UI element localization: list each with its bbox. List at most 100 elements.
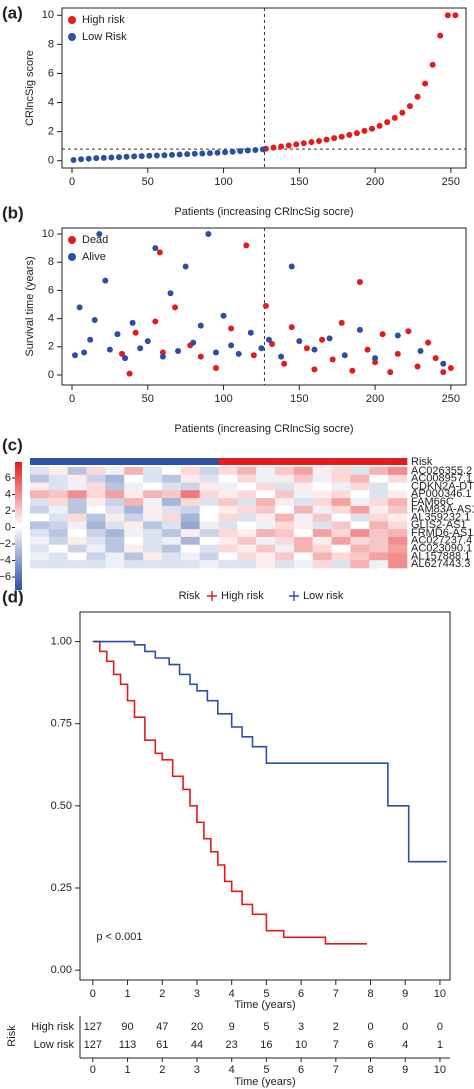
heat-cell [237,529,257,538]
point [152,318,159,325]
point [356,278,363,285]
heat-cell [388,467,408,476]
point [93,155,100,162]
heat-cell [256,474,276,483]
heat-cell [30,498,50,507]
point [417,348,424,355]
heat-cell [350,474,370,483]
x-axis-title: Patients (increasing CRlncSig socre) [174,206,353,218]
colorbar-label: 4 [5,488,11,500]
heat-cell [48,536,68,545]
x-tick-label: 100 [214,393,232,405]
row-label: FRMD6-AS1 [411,527,473,539]
heat-cell [199,536,219,545]
x-tick-label: 1 [124,988,130,1000]
point [372,355,379,362]
heat-cell [180,529,200,538]
heat-cell [312,544,332,553]
heat-cell [124,552,144,561]
table-value: 127 [84,1039,102,1051]
point [144,338,151,345]
table-value: 5 [263,1021,269,1033]
table-x-tick-label: 9 [402,1064,408,1076]
heat-cell [350,490,370,499]
x-tick-label: 0 [69,176,75,188]
heat-cell [369,490,389,499]
point [285,142,292,149]
heat-cell [180,505,200,514]
heat-cell [293,474,314,483]
panel-label: (c) [2,435,23,454]
heat-cell [293,560,314,569]
point [258,345,265,352]
panel-label: (b) [2,203,24,222]
row-label: AC023090.1 [411,542,472,554]
x-tick-label: 100 [214,176,232,188]
legend-marker [68,16,76,24]
heat-cell [67,536,87,545]
heat-cell [48,498,68,507]
heat-cell [312,560,332,569]
point [214,149,221,156]
heat-cell [369,544,389,553]
heat-cell [86,521,106,530]
table-value: 9 [229,1021,235,1033]
heat-cell [350,513,370,522]
point [108,154,115,161]
risk-bar-cell [86,458,106,465]
x-tick-label: 4 [229,988,235,1000]
point [361,127,368,134]
heat-cell [275,521,295,530]
heat-cell [143,505,163,514]
point [184,151,191,158]
heat-cell [369,536,389,545]
heat-cell [218,482,238,491]
heat-cell [312,505,332,514]
heat-cell [161,521,182,530]
heat-cell [161,560,182,569]
heat-cell [275,560,295,569]
heat-cell [256,552,276,561]
point [331,135,338,142]
heat-cell [105,490,125,499]
x-tick-label: 5 [263,988,269,1000]
point [138,153,145,160]
point [70,157,77,163]
y-tick-label: 6 [48,284,54,296]
table-value: 6 [367,1039,373,1051]
heat-cell [256,467,276,476]
heat-cell [256,498,276,507]
x-tick-label: 150 [290,176,308,188]
point [391,114,398,121]
plot-frame [79,611,451,981]
heat-cell [161,529,182,538]
table-value: 44 [191,1039,203,1051]
heat-cell [143,529,163,538]
row-label: AC008957.1 [411,473,472,485]
heat-cell [369,552,389,561]
heat-cell [124,482,144,491]
heat-cell [388,474,408,483]
x-tick-label: 0 [90,988,96,1000]
table-value: 90 [121,1021,133,1033]
heat-cell [180,513,200,522]
point [182,263,189,270]
heat-cell [312,498,332,507]
point [161,152,168,159]
heat-cell [199,490,219,499]
point [311,346,318,353]
x-tick-label: 2 [159,988,165,1000]
heat-cell [105,521,125,530]
point [437,32,444,39]
table-x-tick-label: 6 [298,1064,304,1076]
heat-cell [86,529,106,538]
legend-marker [68,253,76,261]
heat-cell [388,521,408,530]
risk-bar-cell [30,458,50,465]
table-value: 16 [260,1039,272,1051]
point [115,154,122,161]
heat-cell [67,467,87,476]
point [96,231,103,238]
heat-cell [48,513,68,522]
point [293,141,300,148]
